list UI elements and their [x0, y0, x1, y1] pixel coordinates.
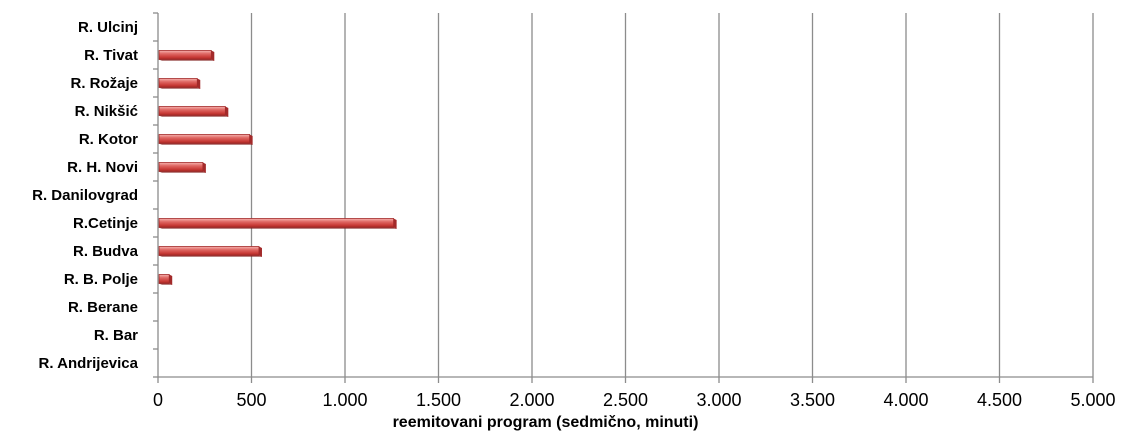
bar-4: [158, 246, 262, 257]
bar-bottom-edge: [159, 283, 173, 285]
category-label: R.Cetinje: [73, 215, 138, 232]
bar-10: [158, 78, 201, 89]
category-label: R. Kotor: [79, 131, 138, 148]
bar-bottom-edge: [159, 255, 262, 257]
bar-bottom-edge: [159, 87, 201, 89]
bar-bottom-edge: [159, 171, 206, 173]
bars: [158, 50, 397, 285]
bar-body: [158, 246, 260, 256]
x-tick-label: 1.500: [416, 390, 461, 410]
bar-body: [158, 134, 251, 144]
bar-body: [158, 274, 170, 284]
category-label: R. Berane: [68, 299, 138, 316]
bar-body: [158, 78, 198, 88]
bar-body: [158, 50, 212, 60]
x-tick-labels: 0 500 1.000 1.500 2.000 2.500 3.000 3.500 4.000 4…: [153, 390, 1116, 410]
bar-bottom-edge: [159, 59, 215, 61]
bar-bottom-edge: [159, 115, 229, 117]
bar-bottom-edge: [159, 143, 253, 145]
bar-end-cap: [225, 106, 229, 117]
x-tick-label: 1.000: [322, 390, 367, 410]
category-label: R. Danilovgrad: [32, 187, 138, 204]
x-tick-label: 4.000: [883, 390, 928, 410]
bar-end-cap: [211, 50, 215, 61]
category-label: R. Ulcinj: [78, 19, 138, 36]
bar-end-cap: [197, 78, 201, 89]
bar-body: [158, 106, 226, 116]
x-tick-label: 5.000: [1070, 390, 1115, 410]
x-tick-label: 500: [236, 390, 266, 410]
bar-body: [158, 218, 395, 228]
x-tick-label: 3.500: [790, 390, 835, 410]
x-tick-label: 2.500: [603, 390, 648, 410]
bar-end-cap: [258, 246, 262, 257]
bar-11: [158, 50, 215, 61]
bar-end-cap: [393, 218, 397, 229]
bar-body: [158, 162, 204, 172]
category-label: R. Budva: [73, 243, 139, 260]
x-tick-label: 0: [153, 390, 163, 410]
gridlines: [250, 13, 1094, 377]
category-label: R. Rožaje: [70, 75, 138, 92]
bar-3: [158, 274, 173, 285]
bar-7: [158, 162, 206, 173]
category-label: R. Bar: [94, 327, 138, 344]
category-label: R. B. Polje: [64, 271, 138, 288]
bar-end-cap: [249, 134, 253, 145]
category-label: R. Tivat: [84, 47, 138, 64]
category-labels: R. Andrijevica R. Bar R. Berane R. B. Polje…: [32, 19, 139, 372]
x-axis-title: reemitovani program (sedmično, minuti): [393, 414, 699, 431]
bar-end-cap: [169, 274, 173, 285]
x-tick-label: 3.000: [696, 390, 741, 410]
bar-9: [158, 106, 229, 117]
axes: [153, 12, 1094, 383]
bar-end-cap: [202, 162, 206, 173]
category-label: R. H. Novi: [67, 159, 138, 176]
bar-bottom-edge: [159, 227, 397, 229]
category-label: R. Nikšić: [75, 103, 138, 120]
bar-5: [158, 218, 397, 229]
x-tick-label: 2.000: [509, 390, 554, 410]
bar-8: [158, 134, 253, 145]
category-label: R. Andrijevica: [39, 355, 139, 372]
x-tick-label: 4.500: [977, 390, 1022, 410]
